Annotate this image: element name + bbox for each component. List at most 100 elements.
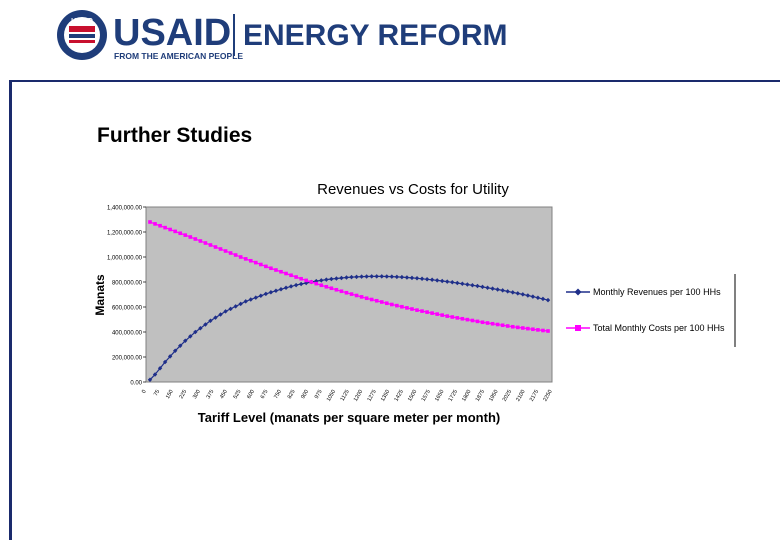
y-tick-label: 1,200,000.00 [107, 231, 143, 237]
data-point [203, 241, 208, 245]
x-tick-label: 75 [153, 389, 161, 397]
data-point [364, 274, 369, 279]
data-point [279, 269, 283, 274]
data-point [430, 311, 434, 315]
data-point [263, 291, 269, 297]
x-tick-label: 1125 [340, 389, 351, 402]
x-axis-ticks: 0 75 150 225 300 375 450 525 600 675 750 825 900 975 1… [141, 389, 554, 403]
x-tick-label: 225 [179, 389, 189, 400]
x-tick-label: 1650 [434, 389, 445, 403]
data-point [153, 222, 157, 226]
data-point [223, 309, 228, 314]
data-point [162, 359, 168, 365]
data-point [253, 260, 258, 265]
data-point [168, 227, 172, 232]
data-point [354, 293, 359, 298]
data-point [233, 253, 238, 257]
data-point [309, 280, 314, 284]
y-tick-label: 1,400,000.00 [107, 206, 143, 212]
data-point [379, 300, 384, 304]
data-point [228, 306, 233, 312]
data-point [283, 285, 289, 290]
data-point [515, 325, 520, 330]
legend-marker-costs [575, 325, 581, 331]
data-point [173, 229, 177, 234]
y-axis-label: Manats [93, 274, 107, 316]
data-point [510, 290, 515, 295]
data-point [228, 251, 233, 255]
data-point [258, 293, 264, 298]
data-point [359, 274, 364, 279]
data-point [420, 309, 424, 313]
x-tick-label: 1425 [394, 389, 405, 403]
data-point [218, 312, 223, 317]
data-point [339, 275, 344, 281]
data-point [526, 326, 530, 331]
data-point [450, 280, 455, 285]
x-tick-label: 450 [219, 389, 229, 400]
x-tick-label: 1575 [421, 389, 432, 403]
data-point [148, 220, 152, 224]
data-point [259, 262, 263, 267]
legend-label-revenue: Monthly Revenues per 100 HHs [593, 287, 721, 297]
data-point [379, 274, 384, 279]
data-point [324, 284, 329, 289]
seal-text: USAID [71, 18, 93, 25]
data-point [400, 304, 404, 309]
data-point [284, 271, 288, 276]
data-point [505, 324, 510, 328]
x-tick-label: 2100 [515, 389, 526, 403]
x-tick-label: 300 [192, 389, 202, 400]
x-tick-label: 2025 [502, 389, 513, 403]
data-point [273, 288, 279, 293]
data-point [445, 279, 450, 284]
data-point [531, 327, 535, 332]
data-point [414, 276, 420, 281]
data-point [223, 249, 228, 253]
data-point [208, 243, 213, 247]
data-point [158, 223, 162, 228]
data-point [329, 286, 334, 291]
data-point [319, 278, 324, 283]
data-point [505, 289, 510, 294]
data-point [369, 297, 374, 302]
data-point [188, 334, 193, 339]
data-point [470, 318, 475, 323]
series-layer [147, 220, 551, 382]
data-point [198, 326, 203, 331]
data-point [364, 296, 369, 301]
data-point [384, 301, 389, 306]
data-point [535, 295, 541, 300]
data-point [536, 328, 540, 332]
data-point [147, 377, 153, 382]
x-tick-label: 1725 [448, 389, 459, 403]
x-tick-label: 825 [287, 389, 297, 400]
logo-divider [233, 14, 235, 56]
data-point [434, 278, 440, 283]
x-tick-label: 600 [246, 389, 256, 400]
x-tick-label: 1500 [407, 389, 418, 403]
x-axis-label: Tariff Level (manats per square meter pe… [198, 410, 500, 425]
y-tick-label: 800,000.00 [112, 281, 143, 287]
x-tick-label: 1800 [461, 389, 472, 403]
usaid-logo: USAID USAID FROM THE AMERICAN PEOPLE ENE… [57, 10, 507, 61]
data-point [278, 287, 284, 292]
data-point [541, 328, 545, 333]
brand-name: USAID [113, 12, 231, 54]
data-point [248, 297, 253, 302]
data-point [298, 281, 304, 287]
y-tick-label: 400,000.00 [112, 331, 143, 337]
x-tick-label: 0 [141, 389, 148, 395]
data-point [344, 290, 349, 295]
x-tick-label: 1275 [366, 389, 377, 403]
data-point [490, 286, 495, 291]
data-point [349, 292, 354, 296]
x-tick-label: 525 [233, 389, 243, 400]
data-point [268, 290, 274, 295]
data-point [238, 255, 243, 259]
x-tick-label: 1200 [353, 389, 364, 403]
data-point [399, 274, 405, 280]
data-point [429, 277, 435, 282]
data-point [314, 281, 319, 286]
data-point [233, 304, 238, 309]
